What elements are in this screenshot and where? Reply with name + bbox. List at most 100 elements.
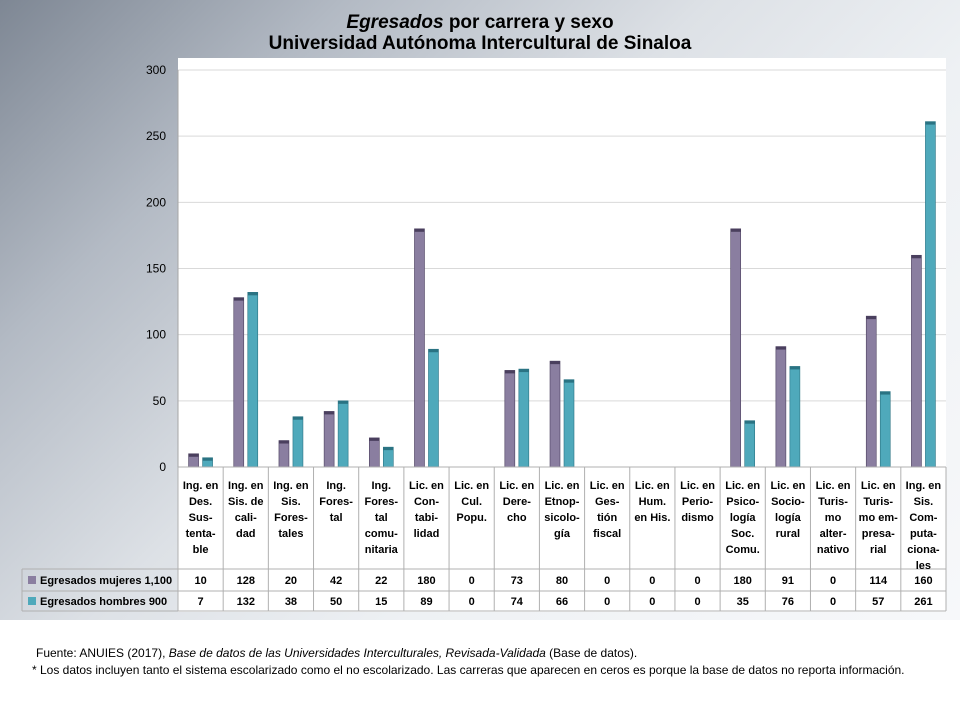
bar-cap bbox=[202, 457, 213, 461]
y-tick-label: 100 bbox=[146, 328, 166, 342]
data-label: 0 bbox=[694, 596, 700, 608]
category-label: Lic. en bbox=[680, 480, 715, 492]
category-label: Sis. bbox=[914, 496, 934, 508]
bar-mujeres bbox=[278, 440, 290, 468]
legend-key bbox=[28, 576, 36, 584]
bar-cap bbox=[789, 366, 800, 370]
bar-cap bbox=[338, 400, 349, 404]
y-tick-label: 0 bbox=[159, 460, 166, 474]
category-label: Ing. bbox=[372, 480, 392, 492]
data-label: 73 bbox=[511, 575, 523, 587]
category-label: logía bbox=[730, 512, 757, 524]
data-label: 42 bbox=[330, 575, 342, 587]
category-label: Lic. en bbox=[545, 480, 580, 492]
bar-hombres bbox=[563, 379, 575, 468]
category-label: rural bbox=[776, 528, 800, 540]
bar-mujeres bbox=[188, 453, 199, 468]
y-tick-label: 150 bbox=[146, 262, 166, 276]
source-prefix: Fuente: ANUIES (2017), bbox=[36, 646, 169, 660]
bar-cap bbox=[428, 349, 439, 353]
bar-hombres bbox=[202, 457, 213, 468]
category-label: Com- bbox=[909, 512, 937, 524]
bar-cap bbox=[324, 411, 335, 415]
data-label: 22 bbox=[375, 575, 387, 587]
category-label: Fores- bbox=[274, 512, 308, 524]
bar-mujeres bbox=[414, 228, 425, 468]
y-tick-label: 300 bbox=[146, 63, 166, 77]
bar-cap bbox=[414, 228, 425, 232]
category-label: ciona- bbox=[907, 544, 940, 556]
category-label: presa- bbox=[862, 528, 895, 540]
category-label: Psico- bbox=[726, 496, 759, 508]
bar-cap bbox=[292, 416, 303, 420]
category-label: Turis- bbox=[818, 496, 848, 508]
bar-body bbox=[504, 370, 516, 468]
bar-cap bbox=[730, 228, 741, 232]
data-label: 89 bbox=[420, 596, 432, 608]
bar-cap bbox=[504, 370, 515, 374]
legend-key bbox=[28, 597, 36, 605]
bar-cap bbox=[911, 255, 922, 259]
category-label: Lic. en bbox=[770, 480, 805, 492]
data-label: 0 bbox=[604, 575, 610, 587]
bar-mujeres bbox=[911, 254, 922, 468]
bar-body bbox=[563, 379, 575, 468]
chart-title-italic: Egresados bbox=[346, 12, 444, 33]
bar-hombres bbox=[925, 121, 936, 468]
bar-cap bbox=[188, 453, 199, 457]
bar-body bbox=[730, 228, 742, 468]
data-label: 0 bbox=[604, 596, 610, 608]
category-label: tenta- bbox=[186, 528, 216, 540]
chart-title: Egresados por carrera y sexo bbox=[0, 12, 960, 34]
category-label: Ing. en bbox=[906, 480, 942, 492]
data-label: 160 bbox=[914, 575, 932, 587]
bar-mujeres bbox=[775, 346, 787, 468]
category-label: alter- bbox=[820, 528, 847, 540]
category-label: Turis- bbox=[863, 496, 893, 508]
y-tick-label: 250 bbox=[146, 129, 166, 143]
data-label: 0 bbox=[649, 596, 655, 608]
category-label: Cul. bbox=[461, 496, 482, 508]
category-label: Lic. en bbox=[861, 480, 896, 492]
bar-cap bbox=[278, 440, 289, 444]
bar-mujeres bbox=[233, 297, 245, 468]
data-label: 180 bbox=[734, 575, 752, 587]
category-label: nativo bbox=[817, 544, 850, 556]
data-label: 38 bbox=[285, 596, 297, 608]
category-label: lidad bbox=[414, 528, 440, 540]
category-label: rial bbox=[870, 544, 887, 556]
bar-cap bbox=[564, 379, 574, 383]
bar-hombres bbox=[518, 368, 530, 468]
source-title: Base de datos de las Universidades Inter… bbox=[168, 646, 546, 660]
data-label: 0 bbox=[830, 575, 836, 587]
category-label: Sis. bbox=[281, 496, 301, 508]
data-label: 15 bbox=[375, 596, 387, 608]
bar-body bbox=[865, 315, 877, 468]
bar-cap bbox=[233, 297, 244, 301]
chart-subtitle: Universidad Autónoma Intercultural de Si… bbox=[268, 33, 692, 54]
category-label: Ges- bbox=[595, 496, 620, 508]
bar-body bbox=[775, 346, 787, 468]
category-label: comu- bbox=[365, 528, 398, 540]
data-label: 0 bbox=[469, 575, 475, 587]
category-label: Lic. en bbox=[590, 480, 625, 492]
bar-cap bbox=[775, 346, 786, 350]
bar-body bbox=[925, 121, 936, 468]
data-label: 20 bbox=[285, 575, 297, 587]
category-label: Hum. bbox=[639, 496, 667, 508]
category-label: Lic. en bbox=[816, 480, 851, 492]
y-tick-label: 50 bbox=[153, 394, 167, 408]
category-label: Perio- bbox=[682, 496, 714, 508]
bar-mujeres bbox=[549, 360, 561, 468]
bar-body bbox=[337, 400, 349, 468]
category-label: dad bbox=[236, 528, 256, 540]
bar-hombres bbox=[247, 292, 259, 468]
data-label: 10 bbox=[194, 575, 206, 587]
data-label: 74 bbox=[511, 596, 524, 608]
category-label: Lic. en bbox=[454, 480, 489, 492]
bar-mujeres bbox=[504, 370, 516, 468]
category-label: en His. bbox=[634, 512, 670, 524]
bar-body bbox=[233, 297, 245, 468]
data-label: 66 bbox=[556, 596, 568, 608]
